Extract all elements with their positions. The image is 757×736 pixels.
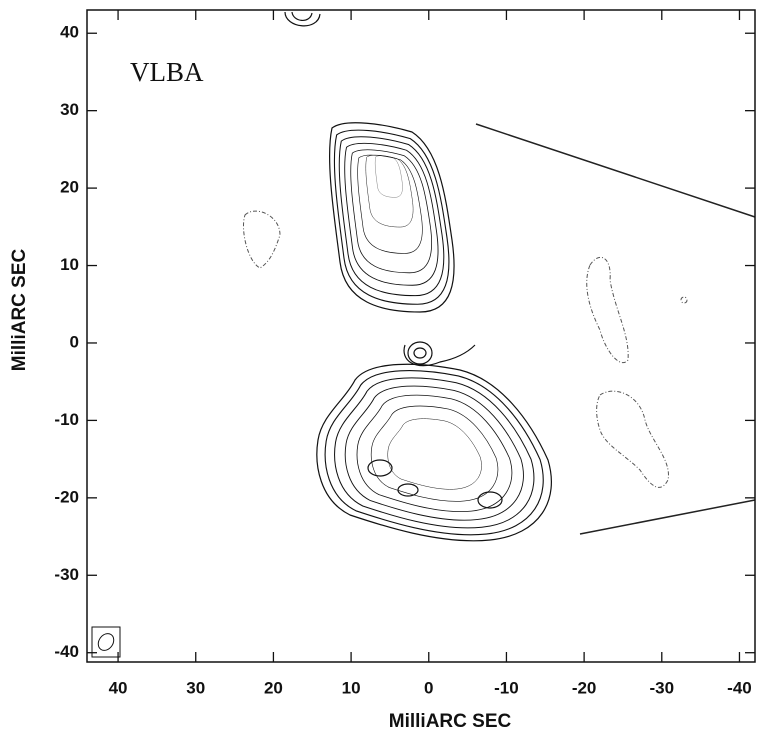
contour <box>414 348 426 358</box>
contour <box>292 12 312 20</box>
x-tick-label: -30 <box>650 678 675 697</box>
contour <box>335 378 534 528</box>
wedge-line <box>476 124 755 217</box>
wedge-line <box>580 500 755 534</box>
plot-frame <box>87 10 755 662</box>
negative-contour <box>587 257 628 362</box>
contour <box>345 143 438 285</box>
contour <box>317 364 551 541</box>
contour <box>388 419 482 490</box>
y-tick-label: 10 <box>60 255 79 274</box>
contour <box>357 395 512 511</box>
contour <box>368 460 392 476</box>
x-tick-label: 20 <box>264 678 283 697</box>
y-tick-label: -30 <box>54 565 79 584</box>
chart: VLBA MilliARC SEC MilliARC SEC 40 30 20 10 0… <box>0 0 757 736</box>
x-tick-label: 0 <box>424 678 433 697</box>
x-tick-label: 40 <box>109 678 128 697</box>
x-tick-label: -40 <box>727 678 752 697</box>
contour <box>325 371 543 535</box>
x-tick-label: 10 <box>342 678 361 697</box>
contour <box>408 342 432 364</box>
y-tick-label: -10 <box>54 410 79 429</box>
contour <box>285 12 320 26</box>
y-tick-label: 0 <box>70 332 79 351</box>
contours <box>243 12 687 541</box>
y-tick-label: 20 <box>60 178 79 197</box>
y-tick-label: -40 <box>54 642 79 661</box>
annotation: VLBA <box>130 57 204 87</box>
negative-contour <box>681 297 687 303</box>
y-tick-label: 30 <box>60 100 79 119</box>
contour <box>375 156 402 198</box>
x-axis-label: MilliARC SEC <box>389 711 512 732</box>
x-tick-label: -10 <box>494 678 519 697</box>
y-tick-label: 40 <box>60 23 79 42</box>
x-tick-label: -20 <box>572 678 597 697</box>
negative-contour <box>597 391 669 487</box>
y-tick-label: -20 <box>54 487 79 506</box>
negative-contour <box>243 211 280 268</box>
contour <box>366 155 413 227</box>
y-axis-label: MilliARC SEC <box>9 248 30 371</box>
contour <box>398 484 418 496</box>
contour <box>345 386 523 520</box>
beam <box>95 631 117 654</box>
contour <box>478 492 502 508</box>
contour <box>351 150 432 273</box>
x-tick-label: 30 <box>186 678 205 697</box>
